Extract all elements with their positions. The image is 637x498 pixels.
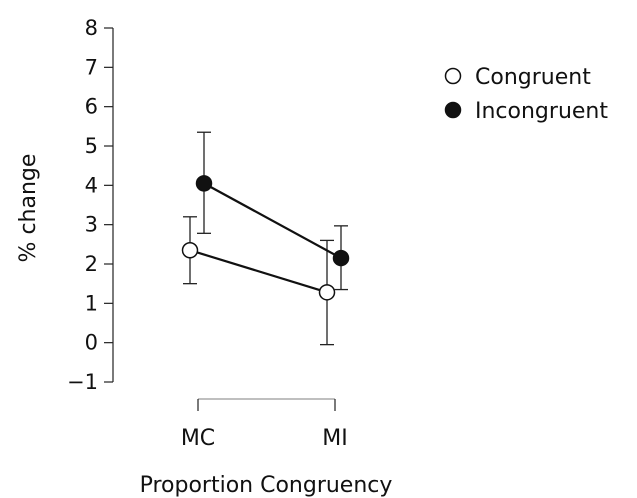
- series-line: [203, 182, 342, 260]
- x-tick-label: MI: [322, 426, 347, 451]
- x-axis-title: Proportion Congruency: [140, 473, 393, 498]
- legend: Congruent Incongruent: [444, 65, 608, 124]
- y-tick-label: 8: [85, 16, 98, 40]
- data-point: [332, 249, 350, 267]
- y-tick-label: 3: [85, 213, 98, 237]
- y-tick-label: 7: [85, 55, 98, 79]
- y-tick-label: 2: [85, 252, 98, 276]
- y-tick-label: 1: [85, 291, 98, 315]
- legend-label-incongruent: Incongruent: [475, 99, 608, 124]
- legend-marker-congruent: [444, 67, 462, 85]
- y-tick-label: 5: [85, 134, 98, 158]
- data-point: [181, 241, 199, 259]
- y-tick-label: −1: [67, 370, 98, 394]
- data-point: [318, 284, 336, 301]
- y-tick-label: 4: [85, 173, 98, 197]
- x-axis: MC MI: [181, 398, 348, 451]
- y-axis-title: % change: [16, 154, 41, 263]
- y-tick-label: 6: [85, 95, 98, 119]
- series-incongruent: [195, 131, 350, 291]
- legend-marker-incongruent: [444, 101, 462, 119]
- series-congruent: [181, 216, 336, 346]
- series-line: [189, 249, 328, 294]
- data-point: [195, 175, 213, 192]
- legend-label-congruent: Congruent: [475, 65, 591, 90]
- y-axis: 8 7 6 5 4 3 2 1 0 −1: [67, 16, 114, 394]
- series-layer: [181, 131, 350, 346]
- x-tick-label: MC: [181, 426, 215, 451]
- y-tick-label: 0: [85, 331, 98, 355]
